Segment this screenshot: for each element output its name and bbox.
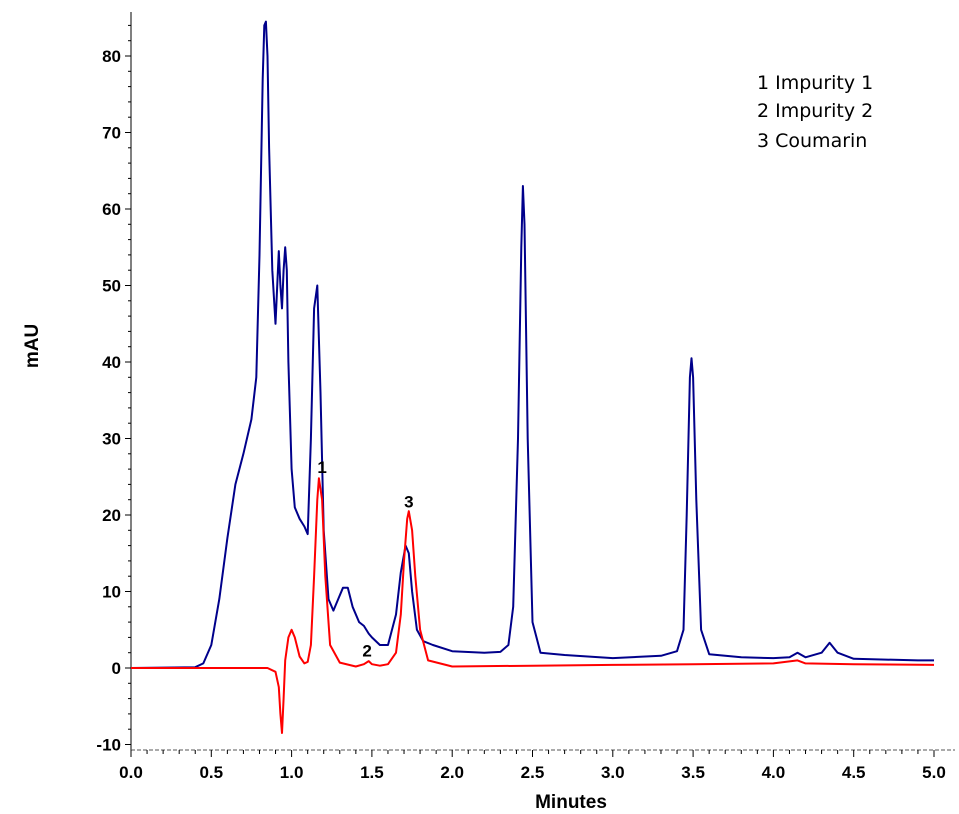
y-tick-label: 0 bbox=[112, 659, 121, 678]
legend-entry-3: 3 Coumarin bbox=[757, 130, 867, 152]
traces bbox=[130, 20, 935, 734]
trace-series-2 bbox=[131, 477, 935, 734]
x-tick-label: 2.0 bbox=[440, 763, 464, 782]
x-tick-label: 0.5 bbox=[199, 763, 223, 782]
peak-label-2: 2 bbox=[362, 642, 371, 661]
x-tick-label: 3.0 bbox=[601, 763, 625, 782]
y-tick-label: 80 bbox=[102, 47, 121, 66]
x-tick-label: 1.5 bbox=[360, 763, 384, 782]
legend-entry-1: 1 Impurity 1 bbox=[757, 72, 873, 94]
y-tick-label: 20 bbox=[102, 506, 121, 525]
peak-label-1: 1 bbox=[317, 458, 326, 477]
x-tick-label: 4.5 bbox=[842, 763, 866, 782]
trace-series-1 bbox=[130, 20, 934, 669]
y-axis-title: mAU bbox=[22, 324, 43, 368]
y-tick-label: 50 bbox=[102, 277, 121, 296]
peak-labels: 1 2 3 bbox=[317, 458, 413, 661]
y-tick-label: 60 bbox=[102, 200, 121, 219]
x-tick-label: 1.0 bbox=[280, 763, 304, 782]
y-tick-label: 30 bbox=[102, 430, 121, 449]
y-tick-label: -10 bbox=[96, 736, 121, 755]
y-tick-label: 40 bbox=[102, 353, 121, 372]
x-axis-title: Minutes bbox=[535, 792, 607, 813]
x-tick-label: 0.0 bbox=[119, 763, 143, 782]
x-tick-label: 3.5 bbox=[681, 763, 705, 782]
x-tick-label: 2.5 bbox=[521, 763, 545, 782]
x-tick-label: 4.0 bbox=[762, 763, 786, 782]
x-tick-label: 5.0 bbox=[922, 763, 946, 782]
legend-entry-2: 2 Impurity 2 bbox=[757, 100, 873, 122]
peak-label-3: 3 bbox=[404, 492, 413, 511]
tick-labels: -10 0 10 20 30 40 50 60 70 80 0.0 0.5 1.0 1.5 2.0 2.5 3.… bbox=[96, 47, 945, 782]
axes bbox=[125, 12, 955, 757]
y-tick-label: 10 bbox=[102, 583, 121, 602]
legend: 1 Impurity 1 2 Impurity 2 3 Coumarin bbox=[757, 72, 873, 152]
y-tick-label: 70 bbox=[102, 124, 121, 143]
